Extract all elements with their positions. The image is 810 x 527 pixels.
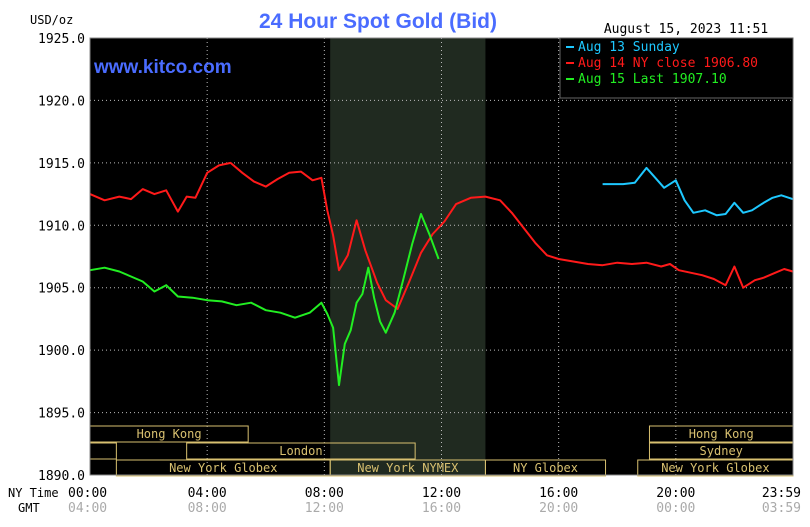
y-axis: 1925.0 1920.0 1915.0 1910.0 1905.0 1900.0 1895… [38, 32, 85, 484]
x-axis: 00:0004:0004:0008:0008:0012:0012:0016:00… [68, 486, 801, 516]
session-bar [186, 442, 416, 460]
x-tick-label-ny: 00:00 [68, 486, 107, 501]
y-tick-label: 1915.0 [38, 157, 85, 172]
x-tick-label-gmt: 08:00 [188, 501, 227, 516]
series-line [602, 166, 794, 217]
session-label: New York NYMEX [357, 461, 459, 475]
session-label: NY Globex [513, 461, 578, 475]
market-session-shade [330, 38, 486, 475]
y-tick-label: 1925.0 [38, 32, 85, 47]
y-axis-unit: USD/oz [30, 13, 73, 27]
x-tick-label-gmt: 16:00 [422, 501, 461, 516]
x-axis-name-ny: NY Time [8, 486, 59, 500]
y-tick-label: 1910.0 [38, 219, 85, 234]
x-tick-label-ny: 23:59 [762, 486, 801, 501]
trading-sessions: Hong Kong Hong Kong London Sydney New York G… [89, 425, 794, 477]
session-bar [484, 459, 607, 477]
x-axis-name-gmt: GMT [18, 501, 40, 515]
legend-entry: Aug 13 Sunday [578, 40, 680, 55]
timestamp: August 15, 2023 11:51 [604, 22, 768, 37]
x-tick-label-ny: 16:00 [539, 486, 578, 501]
session-label: Sydney [700, 444, 743, 458]
session-label: London [279, 444, 322, 458]
x-tick-label-ny: 20:00 [656, 486, 695, 501]
session-label: New York Globex [169, 461, 277, 475]
y-tick-label: 1900.0 [38, 344, 85, 359]
legend-entry: Aug 14 NY close 1906.80 [578, 56, 758, 71]
chart-title: 24 Hour Spot Gold (Bid) [259, 10, 497, 33]
session-label: New York Globex [661, 461, 769, 475]
x-tick-label-gmt: 03:59 [762, 501, 801, 516]
plot-border [89, 37, 794, 476]
x-tick-label-gmt: 20:00 [539, 501, 578, 516]
x-tick-label-ny: 08:00 [305, 486, 344, 501]
price-series [89, 161, 794, 387]
x-tick-label-gmt: 00:00 [656, 501, 695, 516]
legend-box [559, 37, 794, 99]
x-tick-label-gmt: 04:00 [68, 501, 107, 516]
y-tick-label: 1895.0 [38, 407, 85, 422]
x-tick-label-ny: 12:00 [422, 486, 461, 501]
x-tick-label-gmt: 12:00 [305, 501, 344, 516]
session-label: Hong Kong [137, 427, 202, 441]
series-line [89, 161, 793, 310]
brand-watermark: www.kitco.com [93, 57, 232, 78]
y-tick-label: 1905.0 [38, 282, 85, 297]
x-tick-label-ny: 04:00 [188, 486, 227, 501]
y-tick-label: 1920.0 [38, 94, 85, 109]
session-label: Hong Kong [689, 427, 754, 441]
legend-entry: Aug 15 Last 1907.10 [578, 72, 727, 87]
y-tick-label: 1890.0 [38, 469, 85, 484]
series-line [89, 213, 440, 387]
